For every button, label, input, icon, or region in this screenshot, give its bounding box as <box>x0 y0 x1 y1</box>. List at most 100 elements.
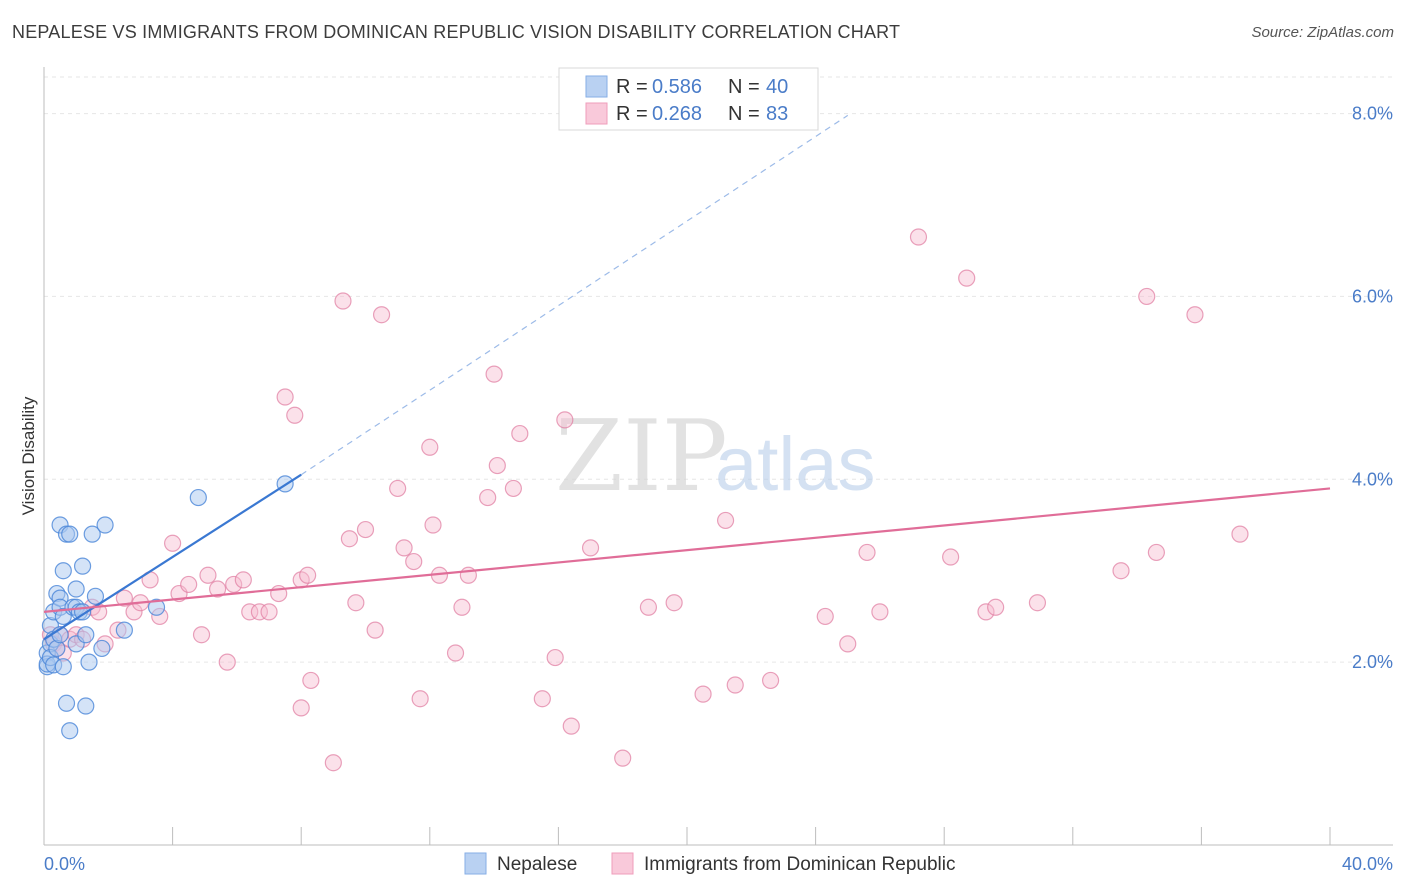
bottom-legend-label-dominican: Immigrants from Dominican Republic <box>644 854 956 875</box>
watermark-zip: ZIP <box>555 400 728 514</box>
legend-r-label-nepalese: R = <box>616 76 648 98</box>
data-point-nepalese <box>67 580 85 598</box>
data-point-dominican <box>1231 525 1249 543</box>
data-point-dominican <box>839 635 857 653</box>
data-point-dominican <box>1147 543 1165 562</box>
data-point-dominican <box>299 566 317 584</box>
data-point-nepalese <box>80 653 98 671</box>
data-point-dominican <box>292 699 310 717</box>
data-point-dominican <box>479 488 497 507</box>
bottom-legend: Nepalese Immigrants from Dominican Repub… <box>464 852 956 875</box>
data-point-dominican <box>421 438 439 456</box>
data-point-nepalese <box>189 488 207 507</box>
legend-r-value-nepalese: 0.586 <box>652 76 702 98</box>
y-tick-label: 8.0% <box>1352 104 1393 124</box>
data-point-dominican <box>726 676 744 694</box>
data-point-dominican <box>453 598 471 616</box>
data-point-dominican <box>286 406 304 424</box>
trend-line-nepalese <box>43 473 302 641</box>
y-axis-label: Vision Disability <box>19 396 38 515</box>
bottom-legend-swatch-dominican <box>611 852 634 875</box>
data-point-dominican <box>192 626 211 644</box>
data-point-nepalese <box>73 557 92 575</box>
x-tick-min: 0.0% <box>44 854 85 874</box>
data-point-dominican <box>340 530 359 548</box>
data-point-dominican <box>1138 287 1156 306</box>
data-point-dominican <box>858 543 876 562</box>
data-point-dominican <box>199 566 217 584</box>
data-point-dominican <box>366 621 384 639</box>
legend-swatch-dominican <box>585 102 608 125</box>
data-point-dominican <box>871 603 889 621</box>
legend: R = 0.586 N = 40 R = 0.268 N = 83 <box>558 67 819 131</box>
data-point-dominican <box>302 671 320 690</box>
data-point-dominican <box>942 548 960 566</box>
data-point-dominican <box>395 539 413 557</box>
data-point-dominican <box>241 603 259 621</box>
data-point-dominican <box>389 479 407 498</box>
data-point-dominican <box>556 411 574 429</box>
data-point-dominican <box>180 575 198 594</box>
data-point-dominican <box>164 534 182 552</box>
legend-n-label-nepalese: N = <box>728 76 760 98</box>
data-point-dominican <box>761 671 780 690</box>
data-point-nepalese <box>57 694 76 712</box>
data-point-dominican <box>639 598 658 616</box>
data-point-dominican <box>1186 306 1204 324</box>
data-point-dominican <box>504 479 522 498</box>
data-point-dominican <box>665 594 683 612</box>
data-point-dominican <box>816 607 834 626</box>
data-point-nepalese <box>93 639 111 658</box>
trend-line-dominican <box>43 487 1331 613</box>
y-tick-label: 2.0% <box>1352 652 1393 672</box>
data-point-dominican <box>546 648 564 667</box>
data-point-nepalese <box>77 626 95 644</box>
data-point-dominican <box>209 580 227 598</box>
bottom-legend-label-nepalese: Nepalese <box>497 854 577 875</box>
data-point-dominican <box>347 594 365 612</box>
legend-n-value-dominican: 83 <box>766 103 788 125</box>
data-point-dominican <box>115 589 133 607</box>
data-point-dominican <box>276 388 294 406</box>
source-label: Source: ZipAtlas.com <box>1251 24 1394 41</box>
watermark: ZIP atlas <box>555 400 876 514</box>
data-point-nepalese <box>86 587 105 605</box>
data-point-dominican <box>511 424 529 443</box>
legend-swatch-nepalese <box>585 75 608 98</box>
legend-r-value-dominican: 0.268 <box>652 103 702 125</box>
data-point-dominican <box>694 685 712 703</box>
data-point-dominican <box>987 598 1005 616</box>
data-point-dominican <box>1112 562 1130 580</box>
data-point-dominican <box>488 456 506 475</box>
data-point-dominican <box>958 269 976 287</box>
data-point-nepalese <box>54 562 72 580</box>
data-point-nepalese <box>96 516 114 534</box>
data-point-dominican <box>218 653 236 671</box>
y-tick-label: 6.0% <box>1352 286 1393 306</box>
data-point-nepalese <box>115 621 133 639</box>
data-point-nepalese <box>83 525 101 543</box>
data-point-dominican <box>260 603 278 621</box>
data-point-dominican <box>411 690 429 708</box>
data-point-dominican <box>356 520 375 539</box>
data-point-nepalese <box>61 722 79 740</box>
data-point-dominican <box>1028 594 1047 612</box>
y-tick-label: 4.0% <box>1352 469 1393 489</box>
data-point-dominican <box>334 292 352 310</box>
trend-lines <box>43 114 1331 641</box>
data-point-nepalese <box>61 525 79 543</box>
data-point-dominican <box>225 575 243 594</box>
data-point-dominican <box>424 516 442 534</box>
data-point-dominican <box>533 690 551 708</box>
x-tick-max: 40.0% <box>1342 854 1393 874</box>
data-point-dominican <box>372 306 391 324</box>
data-point-dominican <box>250 603 269 621</box>
y-tick-labels: 2.0% 4.0% 6.0% 8.0% <box>1352 104 1393 673</box>
data-point-dominican <box>909 228 928 246</box>
data-point-dominican <box>716 511 735 530</box>
axes <box>43 67 1393 846</box>
data-point-nepalese <box>147 598 166 616</box>
legend-n-value-nepalese: 40 <box>766 76 788 98</box>
data-point-dominican <box>446 644 465 662</box>
